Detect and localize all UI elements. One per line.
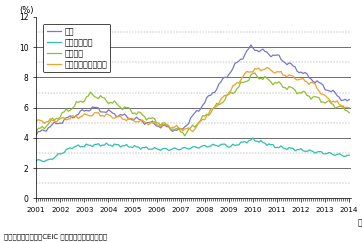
テキサス [118,106,123,109]
ノースダコタ [152,146,157,149]
テキサス [291,87,295,90]
テキサス [34,130,38,133]
ウェストバージニア [44,120,49,123]
Text: 資料：米国労働省、CEIC データベースから作成。: 資料：米国労働省、CEIC データベースから作成。 [4,233,107,240]
ウェストバージニア [118,115,123,118]
全米 [215,88,219,91]
ノースダコタ [120,144,125,147]
Text: （年月）: （年月） [358,218,362,227]
テキサス [50,117,54,120]
Legend: 全米, ノースダコタ, テキサス, ウェストバージニア: 全米, ノースダコタ, テキサス, ウェストバージニア [43,24,110,72]
全米 [44,130,49,133]
全米 [150,120,155,123]
全米 [34,133,38,136]
ウェストバージニア [347,106,352,109]
テキサス [347,111,352,114]
全米 [347,98,352,101]
Line: ノースダコタ: ノースダコタ [36,138,349,162]
ノースダコタ [42,160,46,163]
全米 [289,62,293,65]
テキサス [253,71,257,74]
テキサス [216,104,221,106]
ウェストバージニア [291,75,295,77]
ノースダコタ [216,145,221,148]
ウェストバージニア [50,119,54,122]
ノースダコタ [347,154,352,157]
ノースダコタ [34,159,38,162]
ウェストバージニア [34,120,38,123]
Line: 全米: 全米 [36,45,349,135]
全米 [118,113,123,116]
ノースダコタ [46,158,50,161]
ノースダコタ [52,156,56,159]
ウェストバージニア [190,130,195,133]
テキサス [182,134,187,137]
ウェストバージニア [265,66,269,69]
ウェストバージニア [150,121,155,124]
ノースダコタ [291,147,295,150]
Line: テキサス: テキサス [36,73,349,136]
テキサス [150,116,155,119]
テキサス [44,125,49,128]
全米 [249,44,253,46]
ノースダコタ [251,136,255,139]
全米 [50,123,54,126]
Line: ウェストバージニア: ウェストバージニア [36,68,349,132]
Text: (%): (%) [19,6,33,15]
ウェストバージニア [216,102,221,105]
